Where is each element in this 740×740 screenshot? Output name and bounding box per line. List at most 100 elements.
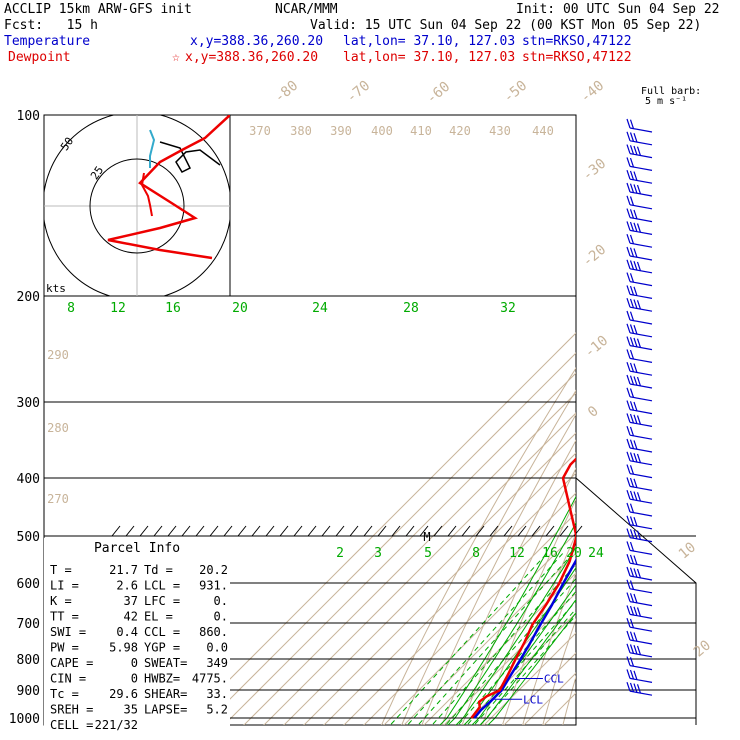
wind-barb xyxy=(629,639,653,645)
wind-barb xyxy=(629,601,653,607)
wind-barb-flag xyxy=(636,492,642,502)
wind-barb-flag xyxy=(629,618,635,629)
wind-barb-flag xyxy=(626,362,631,372)
wind-barb-flag xyxy=(633,401,638,412)
wind-barb xyxy=(629,127,653,133)
theta-e-label: 8 xyxy=(67,301,75,316)
mixing-ratio-line xyxy=(431,563,576,725)
isotherm-label: -80 xyxy=(272,78,302,107)
wind-barb-flag xyxy=(629,388,635,398)
wind-barb xyxy=(629,473,653,479)
level-tick xyxy=(391,525,401,537)
mixing-ratio-label: 20 xyxy=(566,546,582,561)
model-title: ACCLIP 15km ARW-GFS init xyxy=(4,2,192,17)
wind-barb xyxy=(629,677,653,683)
wind-barb-flag xyxy=(626,477,631,487)
wind-barb-flag xyxy=(629,554,635,565)
isotherm-line xyxy=(243,392,576,725)
wind-barb xyxy=(629,485,653,491)
isotherm-line xyxy=(403,552,576,725)
parcel-info-box: Parcel Info T = 21.7 Td = 20.2 LI = 2.6 LCL = 93… xyxy=(44,538,230,732)
wind-barb-flag xyxy=(629,477,635,488)
wind-barb-flag xyxy=(629,452,635,462)
pressure-label: 600 xyxy=(17,577,40,592)
wind-barb-flag xyxy=(633,261,638,271)
wind-barb xyxy=(629,498,653,504)
dry-adiabat-line xyxy=(421,413,576,725)
parcel-label: SHEAR= xyxy=(144,687,187,701)
wind-barb-flag xyxy=(629,311,635,321)
isotherm-line xyxy=(383,532,576,725)
dry-adiabat-line xyxy=(381,367,576,725)
wind-barb xyxy=(629,409,653,415)
mixing-ratio-label: 5 xyxy=(424,546,432,561)
parcel-label: K = xyxy=(50,594,72,608)
theta-label: 370 xyxy=(249,124,271,138)
theta-label: 290 xyxy=(47,348,69,362)
wind-barb-flag xyxy=(629,324,635,334)
wind-barb-flag xyxy=(629,490,635,501)
mixing-ratio-line xyxy=(445,577,576,725)
wind-barb-flag xyxy=(626,195,631,205)
isotherm-line xyxy=(463,612,576,725)
temperature-station: stn=RKSO,47122 xyxy=(522,34,632,49)
m-marker: M xyxy=(423,530,430,544)
wind-barb xyxy=(629,626,653,632)
theta-label: 280 xyxy=(47,421,69,435)
wind-barb-flag xyxy=(626,208,631,218)
wind-barb xyxy=(629,396,653,402)
wind-barb xyxy=(629,575,653,581)
wind-barb-flag xyxy=(626,310,631,321)
lcl-label: LCL xyxy=(523,693,543,706)
ccl-label: CCL xyxy=(544,673,564,686)
wind-barb-flag xyxy=(629,362,635,373)
wind-barb-flag xyxy=(636,607,642,617)
moist-adiabat-line xyxy=(455,546,576,725)
mixing-ratio-line xyxy=(457,590,576,725)
isotherm-line xyxy=(323,472,576,725)
level-tick xyxy=(307,525,317,537)
wind-barb-flag xyxy=(626,336,631,346)
wind-barb-flag xyxy=(626,566,631,577)
wind-barb-flag xyxy=(629,170,635,181)
wind-barb-flag xyxy=(626,451,631,461)
wind-barb-flag xyxy=(629,465,635,475)
wind-barb xyxy=(629,511,653,517)
mixing-ratio-label: 24 xyxy=(588,546,604,561)
wind-barb xyxy=(629,332,653,338)
wind-barb-flag xyxy=(626,502,631,513)
mixing-ratio-line xyxy=(473,608,576,725)
wind-barb-flag xyxy=(629,516,635,526)
sounding-profiles xyxy=(470,457,576,719)
isotherm-line xyxy=(343,492,576,725)
parcel-value: 2.6 xyxy=(116,579,138,593)
wind-barb-flag xyxy=(636,184,642,195)
wind-barb-flag xyxy=(636,300,642,310)
wind-barb-flag xyxy=(629,260,635,270)
hodo-trace xyxy=(149,129,156,168)
parcel-value: 20.2 xyxy=(199,563,228,577)
parcel-value: 0. xyxy=(214,610,228,624)
wind-barb-flag xyxy=(626,643,631,653)
wind-barb-flag xyxy=(633,478,638,488)
wind-barb-flag xyxy=(633,568,638,578)
moist-adiabat-line xyxy=(487,612,576,725)
wind-barb-flag xyxy=(629,234,635,245)
theta-e-label: 12 xyxy=(110,301,126,316)
level-tick xyxy=(349,525,359,537)
wind-barb-flag xyxy=(629,247,635,257)
parcel-value: 349 xyxy=(206,656,228,670)
level-tick xyxy=(503,525,513,537)
dry-adiabat-line xyxy=(643,115,740,731)
parcel-value: 0 xyxy=(131,672,138,686)
hodograph: 50 25 kts xyxy=(43,114,231,297)
wind-barb-flag xyxy=(626,438,631,449)
parcel-label: CCL = xyxy=(144,625,180,639)
level-tick xyxy=(545,525,555,537)
wind-barb-flag xyxy=(636,146,642,156)
barb-key-units: 5 m s⁻¹ xyxy=(645,96,688,107)
isotherm-line xyxy=(443,592,576,725)
mixing-ratio-label: 16 xyxy=(542,546,558,561)
isotherm-label: 0 xyxy=(585,403,602,421)
wind-barb-flag xyxy=(633,491,638,501)
